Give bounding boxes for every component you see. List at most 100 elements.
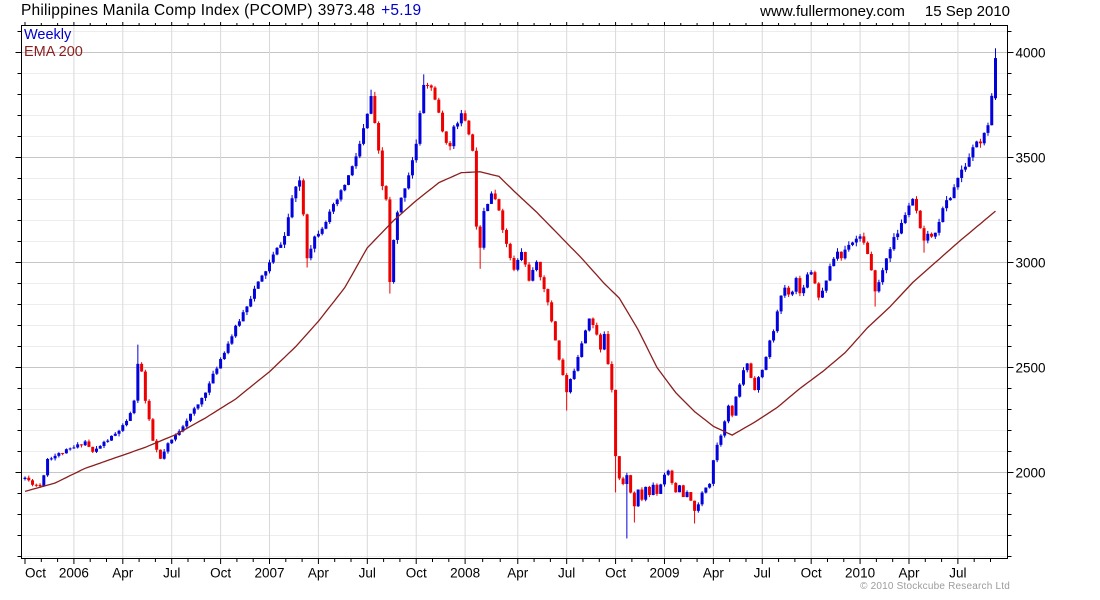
candle-up [23,477,27,479]
candle-up [636,489,640,507]
candle-down [504,229,508,244]
candle-down [27,477,31,481]
candle-down [508,243,512,259]
x-axis-label: Oct [406,566,427,581]
legend-ema-200: EMA 200 [24,43,83,60]
axis-ticks [15,22,1014,564]
candle-up [335,199,339,205]
x-axis-label: 2007 [254,566,284,581]
x-axis-label: Jul [163,566,180,581]
candle-up [602,333,606,350]
candle-up [907,205,911,216]
candle-up [117,430,121,434]
candle-down [388,199,392,283]
candle-up [994,58,997,99]
candle-up [967,157,971,167]
candle-down [523,251,527,265]
candle-up [407,175,411,189]
candle-up [568,378,572,393]
candle-down [753,377,757,391]
candle-up [106,440,110,442]
candle-up [173,434,177,440]
candle-up [489,193,493,204]
grid-vertical [73,25,959,559]
x-axis-label: Apr [112,566,134,581]
candle-down [553,321,557,341]
candle-up [836,251,840,259]
candle-up [245,306,249,313]
candle-up [410,160,414,176]
candle-up [659,484,663,494]
candle-down [565,375,569,393]
candle-down [497,199,501,211]
x-axis-label: Apr [898,566,920,581]
candle-down [493,193,497,200]
candle-up [358,143,362,157]
candle-down [930,233,934,237]
candle-down [79,444,83,446]
candle-down [380,150,384,187]
candle-up [241,312,245,322]
candle-up [316,233,320,237]
candle-up [418,113,422,144]
candle-up [711,460,715,484]
legend-frequency: Weekly [24,27,72,43]
candle-up [128,413,132,421]
candle-up [820,290,824,298]
candle-up [719,435,723,445]
candle-up [802,287,806,294]
candle-up [192,408,196,414]
candle-down [655,484,659,494]
x-axis-label: 2006 [59,566,89,581]
candle-down [301,180,305,215]
candle-up [452,126,456,147]
candle-up [764,357,768,370]
candle-up [516,260,520,270]
candle-up [64,449,68,454]
candle-up [170,439,174,444]
candle-up [207,383,211,393]
candle-down [437,99,441,113]
candle-down [674,482,678,493]
candle-up [678,485,682,493]
candle-up [945,200,949,209]
candle-down [561,359,565,376]
grid-minor-horizontal [21,31,1008,557]
candle-up [271,254,275,263]
candle-down [441,112,445,132]
candle-up [94,448,98,452]
x-axis-label: Oct [605,566,626,581]
candle-down [478,226,482,248]
candle-up [535,261,539,271]
candle-up [990,95,994,126]
candle-down [501,210,505,230]
candle-up [952,187,956,199]
candle-up [982,132,986,144]
candle-up [283,235,287,245]
x-axis-label: Jul [359,566,376,581]
ema-200 [24,171,996,493]
candle-up [903,215,907,223]
candle-down [373,96,377,124]
candle-up [222,352,226,360]
candle-up [809,272,813,275]
candle-down [873,270,877,292]
candle-up [98,446,102,449]
candle-up [775,311,779,332]
chart-legend: Weekly EMA 200 [24,27,83,60]
candle-down [471,134,475,151]
candle-down [155,440,159,450]
candle-down [670,470,674,483]
candle-up [858,236,862,239]
candle-down [617,456,621,479]
candle-up [219,359,223,369]
candle-up [760,369,764,378]
x-axis-label: 2010 [845,566,875,581]
candle-up [57,453,61,456]
weekly-candles [23,48,997,539]
x-axis-label: Jul [949,566,966,581]
copyright-notice: © 2010 Stockcube Research Ltd [860,581,1010,592]
candle-up [963,166,967,170]
candle-up [708,483,712,488]
candle-up [644,486,648,500]
